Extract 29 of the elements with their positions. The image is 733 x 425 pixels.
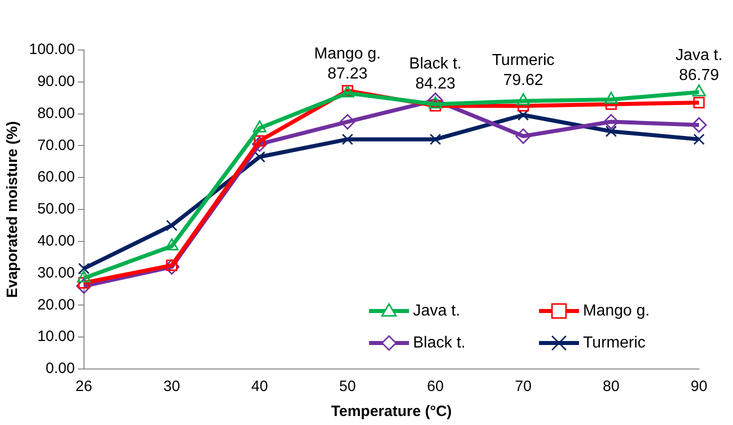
y-tick-label: 60.00 — [37, 168, 75, 186]
annotation: Mango g. 87.23 — [314, 46, 381, 83]
x-axis-title: Temperature (°C) — [331, 403, 452, 420]
annotation: Turmeric 79.62 — [492, 52, 555, 89]
x-tick-label: 26 — [76, 378, 92, 396]
y-tick-label: 90.00 — [37, 73, 75, 90]
y-tick-label: 10.00 — [37, 328, 75, 346]
y-tick-label: 100.00 — [28, 41, 75, 58]
legend-label: Java t. — [413, 302, 460, 320]
annotation: Black t. 84.23 — [409, 55, 462, 92]
x-tick-label: 30 — [163, 378, 180, 396]
x-tick-label: 60 — [427, 378, 444, 396]
y-tick-label: 40.00 — [37, 232, 75, 250]
legend-label: Black t. — [413, 334, 466, 352]
x-tick-label: 80 — [602, 378, 620, 396]
y-tick-label: 50.00 — [37, 200, 75, 218]
x-tick-label: 90 — [690, 378, 708, 396]
x-tick-label: 70 — [514, 378, 532, 396]
y-axis-title: Evaporated moisture (%) — [4, 121, 22, 298]
y-tick-label: 20.00 — [37, 296, 75, 314]
x-tick-label: 40 — [251, 378, 268, 396]
legend-label: Mango g. — [583, 302, 650, 320]
x-tick-label: 50 — [339, 378, 356, 396]
y-tick-label: 30.00 — [37, 264, 75, 282]
y-tick-label: 70.00 — [37, 136, 75, 154]
y-tick-label: 0.00 — [46, 360, 75, 378]
legend-label: Turmeric — [583, 334, 646, 352]
annotation: Java t. 86.79 — [675, 47, 723, 84]
y-tick-label: 80.00 — [37, 104, 75, 122]
